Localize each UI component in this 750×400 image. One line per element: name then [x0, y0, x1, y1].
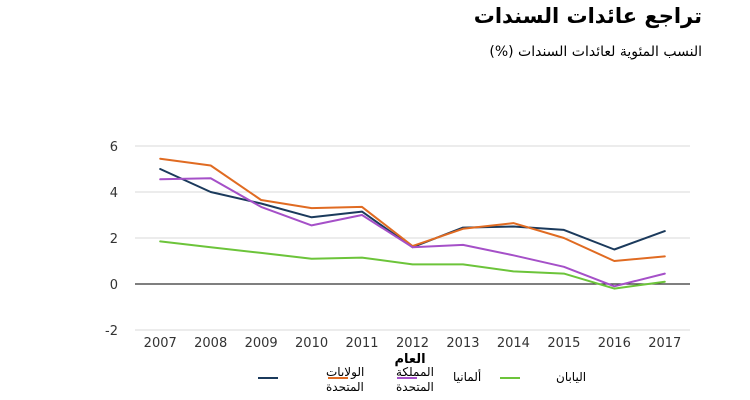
x-axis-ticks: 2007 2008 2009 2010 2011 2012 2013 2014 2015 2016…: [144, 336, 682, 351]
legend-item-2: ألمانيا: [453, 369, 481, 384]
y-axis-ticks: -2 0 2 4 6: [105, 140, 118, 339]
x-tick-label: 2016: [598, 336, 631, 351]
series-line-2: [159, 177, 666, 288]
series-lines: [159, 157, 666, 290]
y-tick-label: -2: [105, 324, 118, 339]
chart-title: تراجع عائدات السندات: [473, 4, 702, 28]
x-tick-label: 2010: [295, 336, 328, 351]
series-line-3: [159, 240, 666, 290]
series-line-0: [159, 168, 666, 251]
legend: الولايات المتحدة المملكة المتحدة ألمانيا اليا…: [258, 365, 586, 394]
legend-item-3: اليابان: [556, 370, 586, 384]
series-line-1: [159, 157, 666, 262]
chart-subtitle: النسب المئوية لعائدات السندات (%): [489, 44, 702, 60]
x-tick-label: 2012: [396, 336, 429, 351]
x-tick-label: 2008: [194, 336, 227, 351]
grid-lines: [135, 145, 690, 331]
legend-item-1: المملكة المتحدة: [396, 365, 434, 394]
x-axis-label: العام: [394, 352, 425, 367]
legend-item-0: الولايات المتحدة: [326, 365, 364, 394]
x-tick-label: 2014: [497, 336, 530, 351]
y-tick-label: 4: [110, 186, 118, 201]
x-tick-label: 2007: [144, 336, 177, 351]
x-tick-label: 2017: [648, 336, 681, 351]
y-tick-label: 6: [110, 140, 118, 155]
y-tick-label: 2: [110, 232, 118, 247]
x-tick-label: 2015: [547, 336, 580, 351]
x-tick-label: 2013: [446, 336, 479, 351]
x-tick-label: 2011: [345, 336, 378, 351]
y-tick-label: 0: [110, 278, 118, 293]
x-tick-label: 2009: [245, 336, 278, 351]
